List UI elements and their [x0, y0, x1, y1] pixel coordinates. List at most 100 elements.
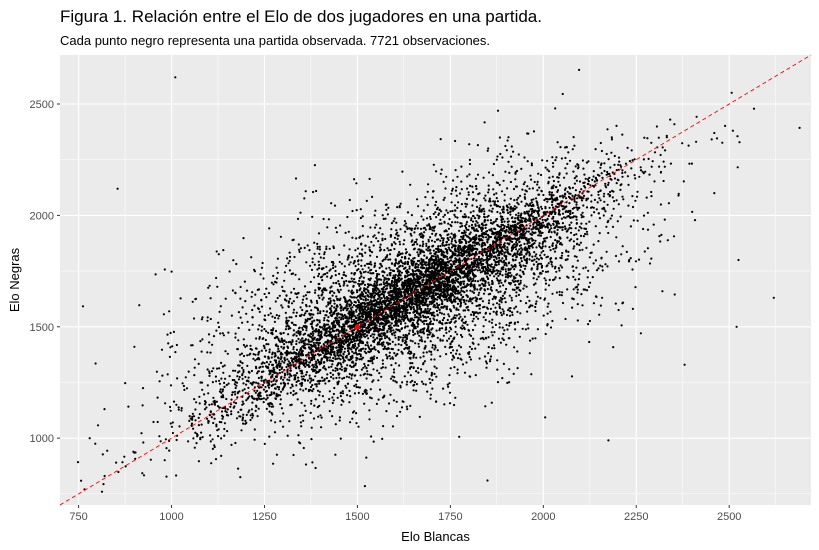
data-point — [575, 203, 578, 206]
data-point — [624, 162, 628, 165]
data-point — [315, 341, 318, 344]
data-point — [546, 168, 549, 171]
data-point — [381, 287, 384, 290]
data-point — [495, 251, 498, 254]
data-point — [547, 170, 551, 173]
data-point — [299, 339, 302, 342]
data-point — [318, 394, 321, 397]
data-point — [597, 212, 601, 215]
data-point — [439, 244, 442, 248]
data-point — [454, 316, 457, 320]
data-point — [475, 304, 478, 308]
data-point — [430, 262, 434, 265]
data-point — [615, 124, 618, 127]
data-point — [473, 257, 476, 260]
data-point — [573, 182, 577, 185]
data-point — [399, 386, 402, 389]
data-point — [262, 277, 265, 280]
data-point — [443, 313, 446, 316]
data-point — [303, 378, 307, 381]
data-point — [573, 245, 576, 248]
data-point — [318, 252, 321, 255]
data-point — [334, 269, 337, 273]
data-point — [426, 307, 429, 310]
data-point — [292, 323, 295, 326]
data-point — [212, 396, 215, 399]
data-point — [578, 273, 581, 276]
data-point — [496, 368, 499, 371]
data-point — [416, 308, 419, 311]
data-point — [413, 332, 417, 335]
data-point — [533, 217, 536, 221]
data-point — [518, 230, 521, 233]
data-point — [292, 238, 295, 241]
data-point — [317, 272, 321, 275]
data-point — [449, 351, 453, 354]
data-point — [481, 336, 484, 339]
data-point — [584, 177, 587, 180]
data-point — [453, 204, 457, 207]
data-point — [364, 344, 367, 347]
data-point — [418, 415, 421, 418]
data-point — [499, 285, 502, 288]
data-point — [353, 178, 356, 181]
data-point — [281, 360, 284, 363]
data-point — [555, 291, 559, 294]
data-point — [335, 231, 338, 234]
data-point — [342, 359, 346, 362]
data-point — [394, 242, 397, 245]
data-point — [533, 251, 536, 254]
data-point — [263, 345, 266, 348]
data-point — [451, 209, 454, 213]
data-point — [571, 194, 574, 197]
data-point — [448, 374, 451, 377]
data-point — [585, 222, 588, 225]
data-point — [272, 327, 275, 330]
data-point — [449, 326, 452, 329]
data-point — [588, 176, 591, 179]
data-point — [513, 207, 517, 210]
data-point — [273, 316, 277, 319]
data-point — [573, 233, 576, 237]
data-point — [239, 476, 242, 479]
data-point — [390, 347, 393, 350]
data-point — [270, 380, 273, 383]
data-point — [274, 300, 277, 303]
data-point — [496, 223, 499, 227]
data-point — [195, 401, 198, 404]
data-point — [469, 211, 472, 214]
data-point — [262, 388, 266, 391]
data-point — [228, 270, 231, 273]
data-point — [295, 380, 298, 384]
data-point — [283, 271, 286, 274]
data-point — [561, 92, 564, 96]
data-point — [286, 257, 289, 260]
data-point — [304, 332, 307, 335]
data-point — [417, 205, 420, 208]
data-point — [441, 303, 444, 306]
data-point — [377, 231, 380, 234]
data-point — [487, 302, 490, 305]
data-point — [288, 259, 291, 262]
data-point — [256, 370, 260, 373]
data-point — [384, 284, 387, 287]
data-point — [294, 324, 297, 327]
data-point — [245, 399, 248, 402]
data-point — [300, 384, 303, 387]
data-point — [478, 209, 481, 212]
data-point — [560, 294, 563, 297]
data-point — [539, 262, 543, 265]
data-point — [427, 263, 431, 266]
data-point — [411, 239, 414, 242]
data-point — [209, 351, 212, 354]
data-point — [497, 269, 500, 273]
data-point — [466, 283, 469, 286]
data-point — [264, 390, 267, 393]
data-point — [579, 241, 583, 244]
data-point — [450, 225, 453, 228]
data-point — [380, 332, 383, 335]
data-point — [322, 217, 325, 221]
data-point — [408, 311, 411, 315]
data-point — [357, 295, 360, 298]
data-point — [401, 313, 404, 317]
